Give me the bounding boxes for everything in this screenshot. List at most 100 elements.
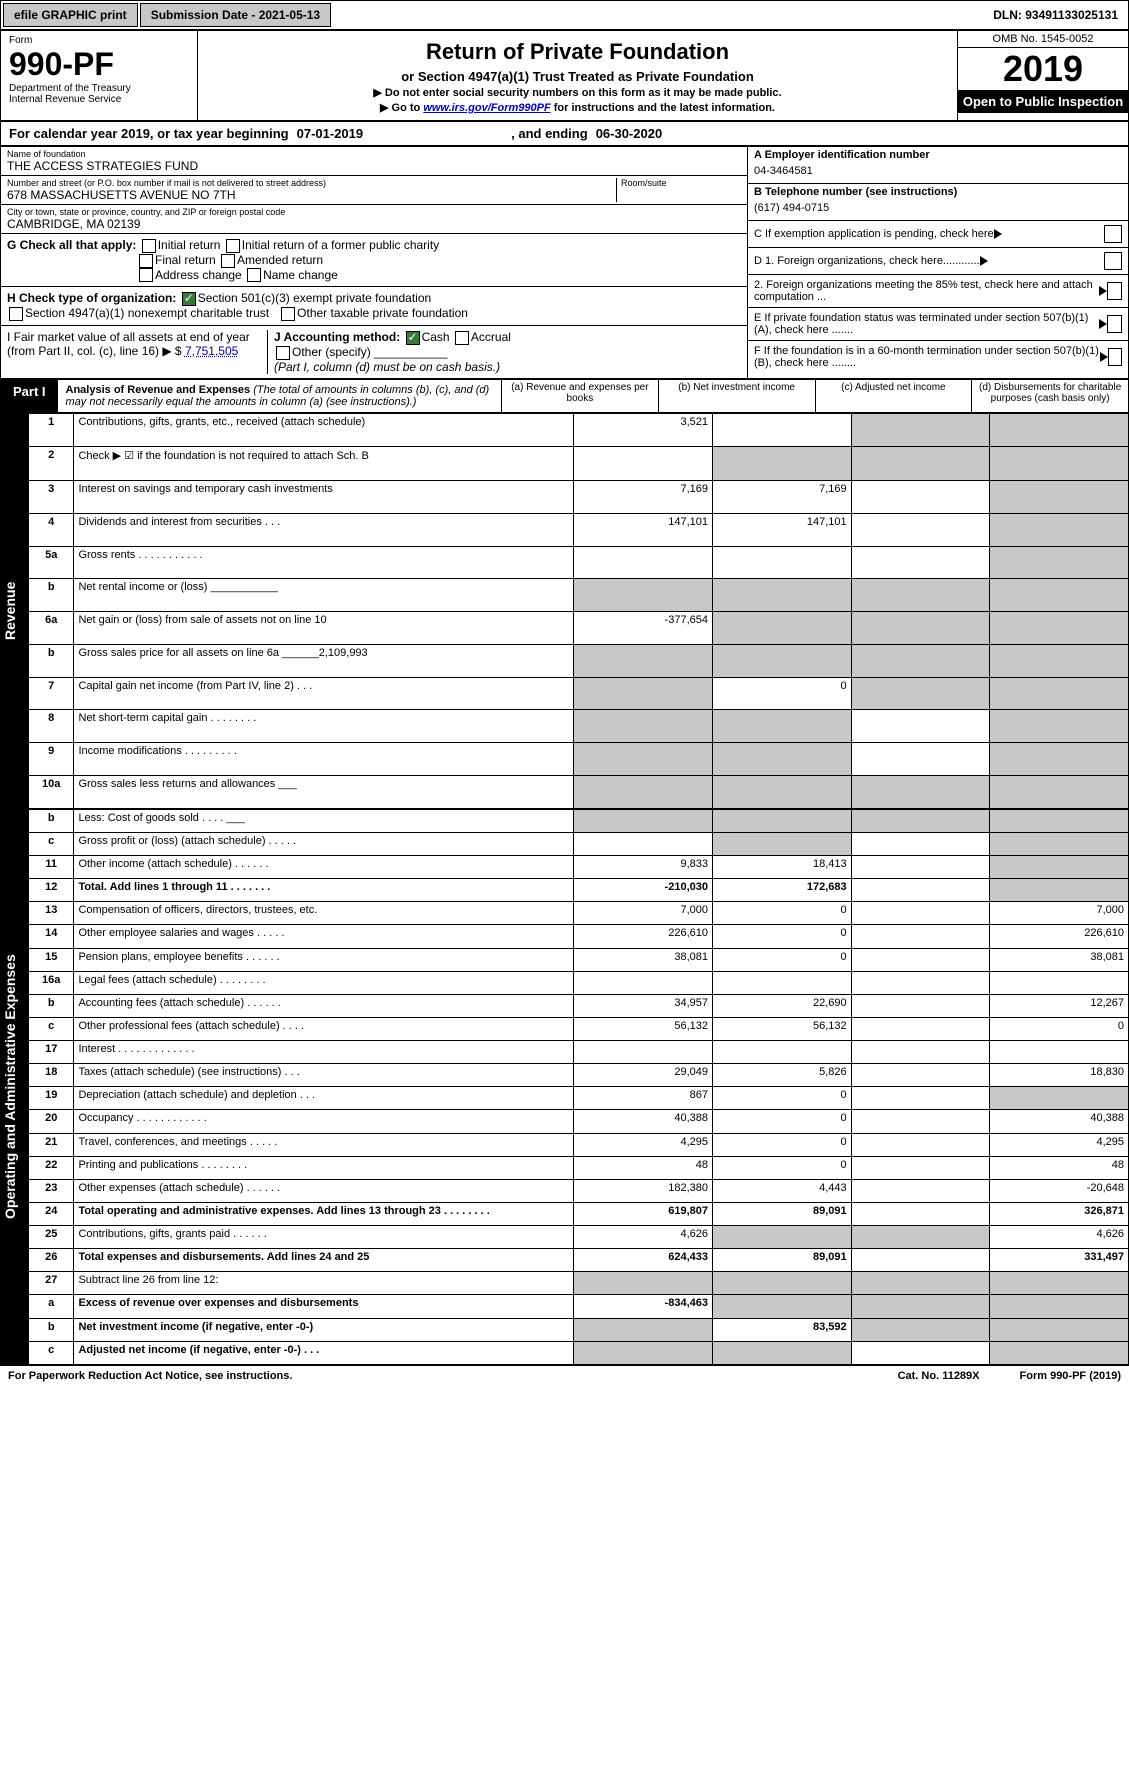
d2-check[interactable] [1107,282,1122,300]
table-row: bNet rental income or (loss) ___________ [29,579,1129,612]
table-row: cAdjusted net income (if negative, enter… [29,1341,1129,1364]
revenue-table: 1Contributions, gifts, grants, etc., rec… [28,413,1129,809]
form-number: 990-PF [9,46,189,83]
city-label: City or town, state or province, country… [7,207,741,217]
g-check-row: G Check all that apply: Initial return I… [1,234,747,287]
name-change-check[interactable] [247,268,261,282]
open-inspection: Open to Public Inspection [958,90,1128,113]
table-row: 23Other expenses (attach schedule) . . .… [29,1179,1129,1202]
final-return-check[interactable] [139,254,153,268]
table-row: bGross sales price for all assets on lin… [29,644,1129,677]
table-row: bNet investment income (if negative, ent… [29,1318,1129,1341]
efile-btn[interactable]: efile GRAPHIC print [3,3,138,27]
501c3-check[interactable] [182,292,196,306]
city: CAMBRIDGE, MA 02139 [7,217,741,231]
table-row: 6aNet gain or (loss) from sale of assets… [29,612,1129,645]
top-bar: efile GRAPHIC print Submission Date - 20… [0,0,1129,30]
ein: 04-3464581 [754,161,1122,181]
submission-date: Submission Date - 2021-05-13 [140,3,331,27]
accounting-method: J Accounting method: Cash Accrual Other … [267,330,741,374]
initial-return-check[interactable] [142,239,156,253]
table-row: 19Depreciation (attach schedule) and dep… [29,1087,1129,1110]
table-row: 15Pension plans, employee benefits . . .… [29,948,1129,971]
accrual-check[interactable] [455,331,469,345]
address-change-check[interactable] [139,268,153,282]
amended-check[interactable] [221,254,235,268]
table-row: 4Dividends and interest from securities … [29,513,1129,546]
col-b: (b) Net investment income [658,380,815,412]
subtitle: or Section 4947(a)(1) Trust Treated as P… [202,69,953,84]
initial-former-check[interactable] [226,239,240,253]
c-check[interactable] [1104,225,1122,243]
table-row: aExcess of revenue over expenses and dis… [29,1295,1129,1318]
form-label: Form [9,35,189,46]
dln: DLN: 93491133025131 [983,4,1128,26]
table-row: 10aGross sales less returns and allowanc… [29,775,1129,808]
table-row: bAccounting fees (attach schedule) . . .… [29,994,1129,1017]
e-item: E If private foundation status was termi… [748,308,1128,341]
other-acc-check[interactable] [276,346,290,360]
table-row: 12Total. Add lines 1 through 11 . . . . … [29,879,1129,902]
table-row: 17Interest . . . . . . . . . . . . . [29,1041,1129,1064]
c-item: C If exemption application is pending, c… [748,221,1128,248]
table-row: 21Travel, conferences, and meetings . . … [29,1133,1129,1156]
table-row: 24Total operating and administrative exp… [29,1202,1129,1225]
expenses-side: Operating and Administrative Expenses [0,809,28,1365]
table-row: 27Subtract line 26 from line 12: [29,1272,1129,1295]
col-d: (d) Disbursements for charitable purpose… [971,380,1128,412]
d1-item: D 1. Foreign organizations, check here..… [748,248,1128,275]
omb: OMB No. 1545-0052 [958,31,1128,48]
addr: 678 MASSACHUSETTS AVENUE NO 7TH [7,188,616,202]
table-row: 3Interest on savings and temporary cash … [29,481,1129,514]
phone-label: B Telephone number (see instructions) [754,186,957,198]
info-grid: Name of foundation THE ACCESS STRATEGIES… [0,146,1129,379]
table-row: bLess: Cost of goods sold . . . . ___ [29,809,1129,832]
note1: ▶ Do not enter social security numbers o… [204,86,951,99]
table-row: 18Taxes (attach schedule) (see instructi… [29,1064,1129,1087]
h-check-row: H Check type of organization: Section 50… [1,287,747,326]
dept: Department of the Treasury Internal Reve… [9,83,189,105]
year: 2019 [958,48,1128,90]
form-header: Form 990-PF Department of the Treasury I… [0,30,1129,121]
addr-label: Number and street (or P.O. box number if… [7,178,616,188]
table-row: cGross profit or (loss) (attach schedule… [29,832,1129,855]
title: Return of Private Foundation [202,39,953,65]
ein-label: A Employer identification number [754,149,930,161]
phone: (617) 494-0715 [754,198,1122,218]
table-row: 25Contributions, gifts, grants paid . . … [29,1226,1129,1249]
table-row: 1Contributions, gifts, grants, etc., rec… [29,413,1129,446]
table-row: 7Capital gain net income (from Part IV, … [29,677,1129,710]
table-row: 13Compensation of officers, directors, t… [29,902,1129,925]
col-a: (a) Revenue and expenses per books [501,380,658,412]
4947-check[interactable] [9,307,23,321]
footer: For Paperwork Reduction Act Notice, see … [0,1365,1129,1386]
table-row: 16aLegal fees (attach schedule) . . . . … [29,971,1129,994]
e-check[interactable] [1107,315,1122,333]
foundation-name-cell: Name of foundation THE ACCESS STRATEGIES… [1,147,747,176]
form-link[interactable]: www.irs.gov/Form990PF [423,102,550,114]
d1-check[interactable] [1104,252,1122,270]
calendar-row: For calendar year 2019, or tax year begi… [0,121,1129,146]
part1-label: Part I [1,380,58,412]
table-row: 14Other employee salaries and wages . . … [29,925,1129,948]
table-row: 8Net short-term capital gain . . . . . .… [29,710,1129,743]
other-taxable-check[interactable] [281,307,295,321]
revenue-side: Revenue [0,413,28,809]
expenses-table: bLess: Cost of goods sold . . . . ___cGr… [28,809,1129,1365]
table-row: 2Check ▶ ☑ if the foundation is not requ… [29,446,1129,481]
room-label: Room/suite [621,178,741,188]
table-row: 5aGross rents . . . . . . . . . . . [29,546,1129,579]
f-item: F If the foundation is in a 60-month ter… [748,341,1128,373]
table-row: 22Printing and publications . . . . . . … [29,1156,1129,1179]
note2: ▶ Go to www.irs.gov/Form990PF for instru… [204,101,951,114]
cash-check[interactable] [406,331,420,345]
fmv-cell: I Fair market value of all assets at end… [7,330,267,374]
table-row: 20Occupancy . . . . . . . . . . . .40,38… [29,1110,1129,1133]
col-c: (c) Adjusted net income [815,380,972,412]
table-row: 11Other income (attach schedule) . . . .… [29,856,1129,879]
d2-item: 2. Foreign organizations meeting the 85%… [748,275,1128,308]
part1-desc: Analysis of Revenue and Expenses (The to… [58,380,501,412]
f-check[interactable] [1108,348,1122,366]
table-row: 26Total expenses and disbursements. Add … [29,1249,1129,1272]
table-row: cOther professional fees (attach schedul… [29,1017,1129,1040]
